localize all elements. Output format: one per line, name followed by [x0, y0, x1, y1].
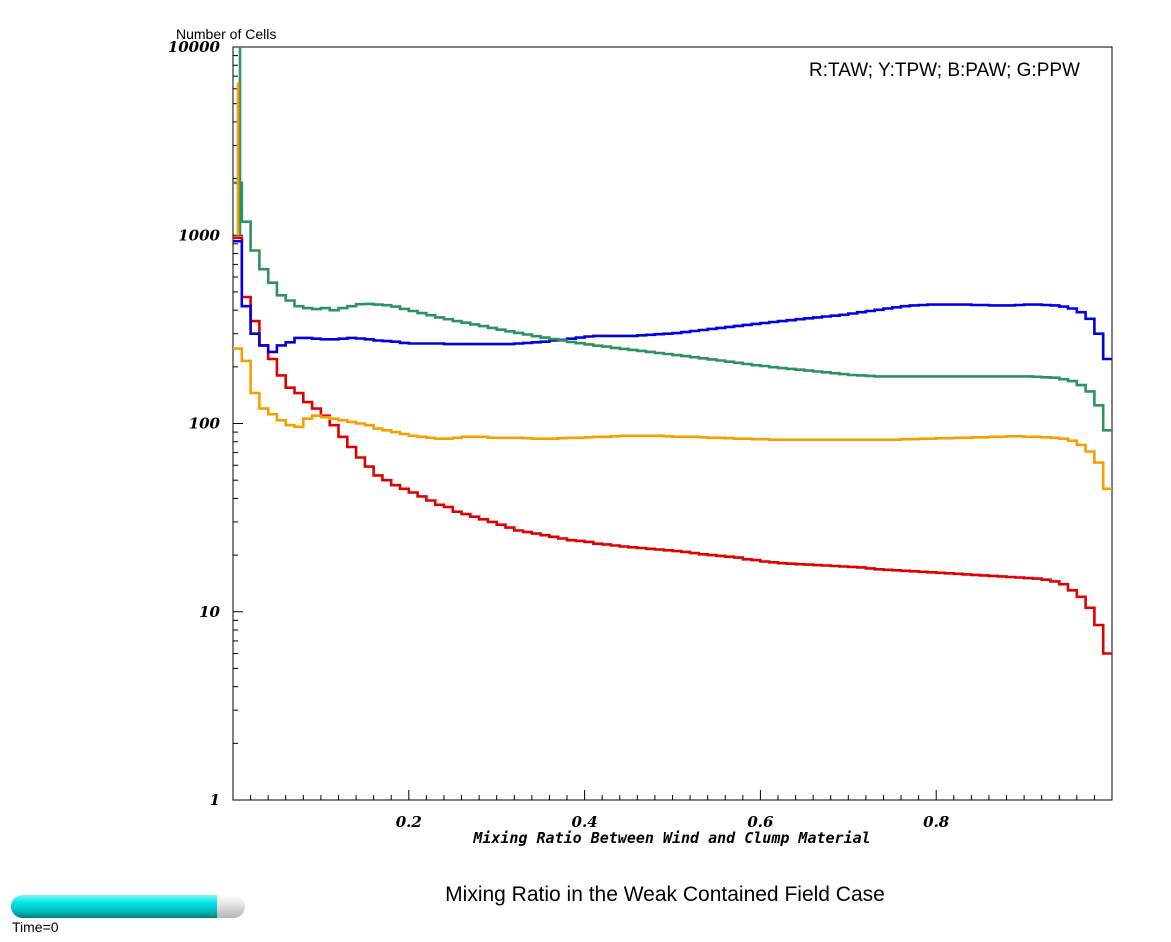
chart-title: Mixing Ratio in the Weak Contained Field…	[445, 883, 885, 906]
y-axis-title: Number of Cells	[176, 26, 276, 42]
series-layer	[233, 47, 1112, 655]
y-axis-ticks: 1 10 100 1000 10000	[168, 38, 243, 809]
x-tick-label: 0.6	[747, 813, 774, 831]
series-line-G	[233, 181, 1112, 432]
x-axis-title: Mixing Ratio Between Wind and Clump Mate…	[472, 829, 870, 847]
series-line-B	[233, 239, 1112, 361]
time-slider-track	[216, 895, 245, 918]
time-slider[interactable]	[11, 895, 245, 918]
x-tick-label: 0.4	[572, 813, 598, 831]
series-line-R	[233, 236, 1112, 655]
x-axis-ticks: 0.2 0.4 0.6 0.8	[250, 790, 1095, 831]
y-tick-label: 10	[199, 603, 220, 621]
y-tick-label: 1	[210, 791, 220, 809]
x-tick-label: 0.8	[923, 813, 950, 831]
y-tick-label: 1000	[178, 226, 220, 244]
time-slider-fill	[11, 895, 217, 918]
legend-text: R:TAW; Y:TPW; B:PAW; G:PPW	[809, 60, 1080, 81]
x-tick-label: 0.2	[396, 813, 422, 831]
y-tick-label: 100	[189, 415, 221, 433]
series-line-Y	[233, 347, 1112, 491]
time-label: Time=0	[12, 919, 59, 935]
y-tick-label: 10000	[168, 38, 221, 56]
